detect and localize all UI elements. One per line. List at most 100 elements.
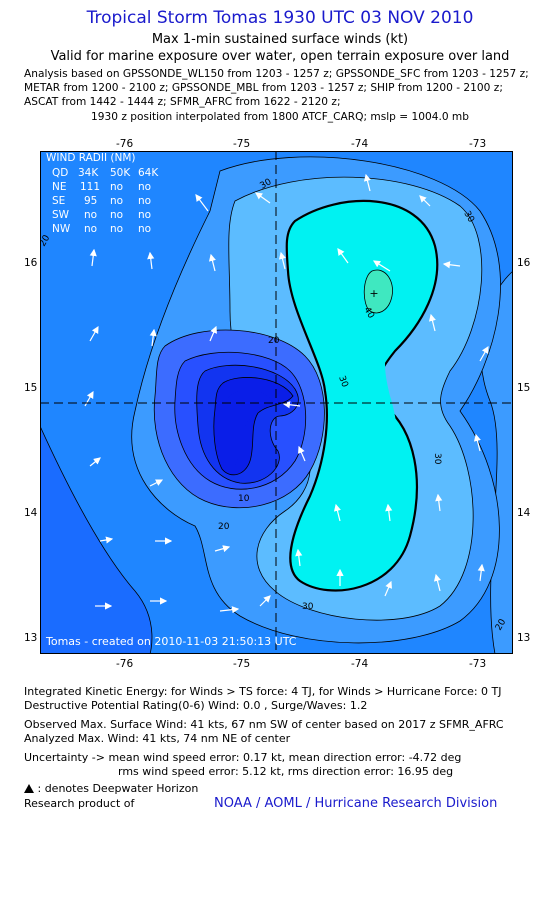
- wind-vector-arrow: [214, 545, 231, 553]
- contour-label: 30: [432, 453, 442, 465]
- wind-radii-title: WIND RADII (NM): [46, 152, 136, 164]
- contour-label: 30: [336, 375, 349, 389]
- lat-tick-left: 16: [24, 257, 38, 269]
- radii-row: NW: [52, 223, 71, 235]
- radii-row: no: [138, 181, 151, 193]
- wind-vector-arrow: [442, 261, 461, 269]
- research-product-label: Research product of: [24, 797, 135, 810]
- contour-label: 20: [268, 336, 280, 346]
- wind-vector-arrow: [208, 253, 216, 272]
- position-note: 1930 z position interpolated from 1800 A…: [91, 111, 469, 123]
- radii-row: SW: [52, 209, 70, 221]
- wind-radii-header: QD: [52, 167, 68, 179]
- lat-tick-right: 14: [517, 507, 531, 519]
- wind-vector-arrow: [295, 548, 303, 567]
- analyzed-max-wind: Analyzed Max. Wind: 41 kts, 74 nm NE of …: [24, 732, 291, 745]
- lon-tick-bottom: -76: [116, 658, 134, 670]
- wind-vector-arrow: [278, 251, 286, 270]
- radii-row: SE: [52, 195, 65, 207]
- contour-label: 30: [302, 602, 314, 612]
- wind-vector-arrow: [84, 390, 94, 407]
- wind-vector-arrow: [147, 251, 155, 270]
- lat-tick-left: 15: [24, 382, 38, 394]
- wind-vector-arrow: [209, 325, 217, 342]
- contour-label: 20: [218, 522, 230, 532]
- wind-radii-header: 34K: [78, 167, 99, 179]
- observed-max-wind: Observed Max. Surface Wind: 41 kts, 67 n…: [24, 718, 504, 731]
- radii-row: no: [138, 195, 151, 207]
- source-line-1: Analysis based on GPSSONDE_WL150 from 12…: [24, 68, 529, 80]
- subtitle-exposure: Valid for marine exposure over water, op…: [50, 49, 510, 64]
- radii-row: no: [110, 181, 123, 193]
- contour-20-southwest: [40, 425, 153, 654]
- wind-vector-arrow: [298, 445, 306, 462]
- lat-tick-right: 16: [517, 257, 531, 269]
- radii-row: no: [84, 209, 97, 221]
- wind-vector-arrow: [433, 573, 441, 592]
- wind-vector-arrow: [385, 503, 393, 522]
- map-frame: [40, 151, 513, 654]
- wind-radii-header: 64K: [138, 167, 159, 179]
- max-wind-marker: +: [369, 287, 378, 300]
- contour-label: 10: [238, 494, 250, 504]
- wind-vectors: [84, 173, 489, 614]
- wind-radii-table: WIND RADII (NM) QD 34K 50K 64K NE 111 no…: [46, 152, 159, 235]
- radii-row: NE: [52, 181, 67, 193]
- wind-vector-arrow: [149, 328, 157, 347]
- deepwater-horizon-note: : denotes Deepwater Horizon: [24, 782, 198, 795]
- lon-tick-bottom: -73: [469, 658, 487, 670]
- lat-tick-right: 13: [517, 632, 531, 644]
- wind-vector-arrow: [363, 173, 371, 192]
- wind-vector-arrow: [149, 479, 164, 487]
- dpr-text: Destructive Potential Rating(0-6) Wind: …: [24, 699, 368, 712]
- wind-vector-arrow: [89, 248, 97, 267]
- radii-row: no: [138, 209, 151, 221]
- wind-vector-arrow: [333, 503, 341, 522]
- wind-vector-arrow: [282, 401, 301, 409]
- deepwater-horizon-text: : denotes Deepwater Horizon: [37, 782, 199, 795]
- contour-50: [363, 269, 393, 314]
- wind-vector-arrow: [479, 345, 489, 362]
- low-contour-5: [222, 389, 272, 468]
- wind-vector-arrow: [384, 580, 392, 597]
- radii-row: no: [110, 209, 123, 221]
- radii-row: 111: [80, 181, 100, 193]
- wind-vector-arrow: [89, 457, 101, 467]
- wind-vector-arrow: [259, 595, 271, 607]
- lat-tick-right: 15: [517, 382, 531, 394]
- wind-vector-arrow: [435, 493, 443, 512]
- lon-tick-top: -75: [233, 138, 251, 150]
- uncertainty-line-1: Uncertainty -> mean wind speed error: 0.…: [24, 751, 462, 764]
- wind-field-map: + 30 30 30 30 30 40 20 20 10 20 20 WIND …: [40, 151, 513, 654]
- radii-row: no: [110, 195, 123, 207]
- platform-icon: [24, 784, 34, 793]
- lon-tick-bottom: -75: [233, 658, 251, 670]
- uncertainty-line-2: rms wind speed error: 5.12 kt, rms direc…: [118, 765, 454, 778]
- radii-row: 95: [84, 195, 97, 207]
- wind-vector-arrow: [195, 194, 209, 212]
- source-line-2: METAR from 1200 - 2100 z; GPSSONDE_MBL f…: [24, 82, 503, 94]
- wind-vector-arrow: [372, 260, 391, 272]
- wind-vector-arrow: [337, 248, 349, 264]
- noaa-credit-link[interactable]: NOAA / AOML / Hurricane Research Divisio…: [214, 796, 498, 811]
- lat-tick-left: 13: [24, 632, 38, 644]
- wind-vector-arrow: [477, 563, 485, 582]
- ike-text: Integrated Kinetic Energy: for Winds > T…: [24, 685, 502, 698]
- wind-vector-arrow: [99, 536, 114, 544]
- wind-vector-arrow: [89, 325, 99, 342]
- wind-vector-arrow: [419, 195, 431, 207]
- wind-vector-arrow: [428, 313, 436, 332]
- wind-vector-arrow: [255, 192, 271, 204]
- subtitle-wind-type: Max 1-min sustained surface winds (kt): [151, 32, 409, 47]
- wind-vector-arrow: [219, 606, 240, 614]
- radii-row: no: [84, 223, 97, 235]
- map-footer: Tomas - created on 2010-11-03 21:50:13 U…: [45, 635, 297, 648]
- wind-vector-arrow: [473, 433, 481, 452]
- lat-tick-left: 14: [24, 507, 38, 519]
- page-title: Tropical Storm Tomas 1930 UTC 03 NOV 201…: [86, 8, 474, 28]
- lon-tick-top: -76: [116, 138, 134, 150]
- lon-tick-bottom: -74: [351, 658, 369, 670]
- contour-40: [299, 219, 428, 563]
- lon-tick-top: -74: [351, 138, 369, 150]
- lon-tick-top: -73: [469, 138, 487, 150]
